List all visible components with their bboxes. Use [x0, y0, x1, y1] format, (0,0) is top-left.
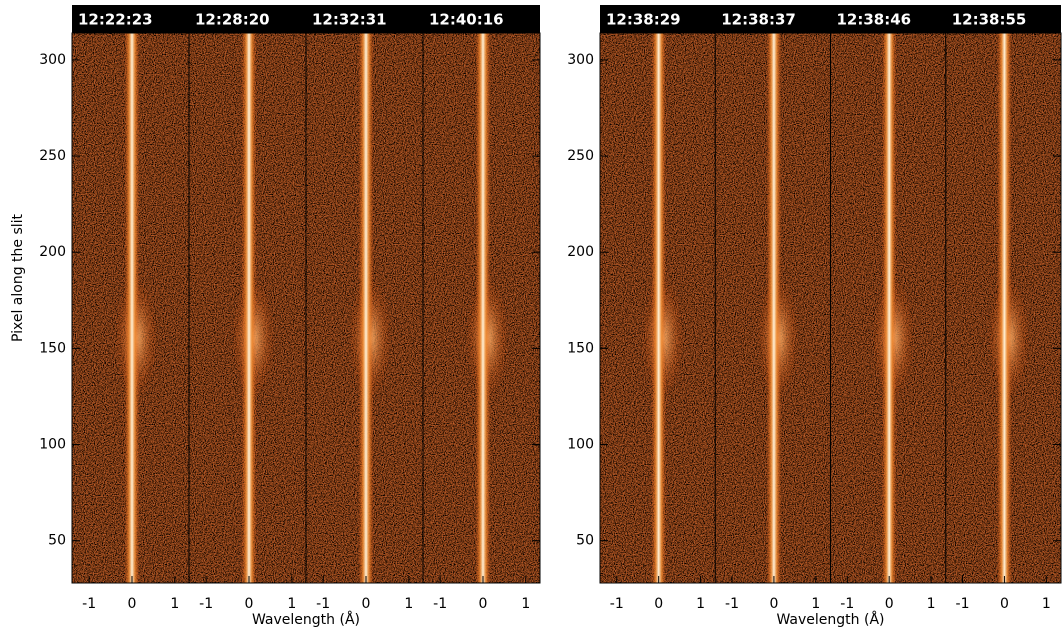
frame-time: 12:28:20 — [195, 11, 270, 29]
x-tick-label: 0 — [128, 596, 137, 612]
frame-time: 12:22:23 — [78, 11, 153, 29]
x-tick-label: -1 — [199, 596, 213, 612]
x-tick-label: 1 — [1042, 596, 1051, 612]
x-axis-label: Wavelength (Å) — [776, 611, 884, 628]
x-tick-label: 1 — [521, 596, 530, 612]
x-tick-label: -1 — [840, 596, 854, 612]
y-tick-label: 200 — [39, 244, 66, 260]
emission-line — [358, 33, 374, 583]
emission-line — [997, 33, 1012, 583]
y-tick-label: 50 — [48, 533, 66, 549]
frame-time: 12:38:55 — [952, 11, 1027, 29]
x-tick-label: 0 — [654, 596, 663, 612]
x-tick-label: 1 — [170, 596, 179, 612]
x-tick-label: -1 — [316, 596, 330, 612]
emission-line — [241, 33, 257, 583]
x-tick-label: 1 — [287, 596, 296, 612]
frame-time: 12:38:46 — [837, 11, 912, 29]
x-tick-label: 1 — [696, 596, 705, 612]
x-tick-label: 1 — [927, 596, 936, 612]
emission-line — [475, 33, 491, 583]
y-tick-label: 300 — [567, 52, 594, 68]
y-tick-label: 150 — [39, 340, 66, 356]
plot-frame — [599, 32, 1062, 584]
header-bar — [600, 5, 1061, 33]
y-tick-label: 300 — [39, 52, 66, 68]
header-bar — [72, 5, 540, 33]
y-tick-label: 150 — [567, 340, 594, 356]
y-tick-label: 200 — [567, 244, 594, 260]
x-tick-label: -1 — [610, 596, 624, 612]
y-tick-label: 250 — [567, 148, 594, 164]
frame-time: 12:38:29 — [606, 11, 681, 29]
y-tick-label: 50 — [576, 533, 594, 549]
frame-time: 12:40:16 — [429, 11, 504, 29]
frame-time: 12:38:37 — [721, 11, 796, 29]
emission-line — [124, 33, 140, 583]
x-axis-label: Wavelength (Å) — [252, 611, 360, 628]
x-tick-label: -1 — [433, 596, 447, 612]
x-tick-label: 0 — [362, 596, 371, 612]
x-tick-label: 0 — [769, 596, 778, 612]
x-tick-label: 1 — [811, 596, 820, 612]
x-tick-label: -1 — [956, 596, 970, 612]
x-tick-label: 0 — [1000, 596, 1009, 612]
x-tick-label: -1 — [725, 596, 739, 612]
plot-frame — [71, 32, 541, 584]
x-tick-label: -1 — [82, 596, 96, 612]
x-tick-label: 0 — [245, 596, 254, 612]
x-tick-label: 0 — [885, 596, 894, 612]
frame-time: 12:32:31 — [312, 11, 387, 29]
emission-line — [651, 33, 667, 583]
x-tick-label: 0 — [479, 596, 488, 612]
emission-line — [766, 33, 782, 583]
y-tick-label: 250 — [39, 148, 66, 164]
y-tick-label: 100 — [39, 437, 66, 453]
x-tick-label: 1 — [404, 596, 413, 612]
emission-line — [881, 33, 897, 583]
y-axis-label: Pixel along the slit — [10, 213, 26, 342]
y-tick-label: 100 — [567, 437, 594, 453]
